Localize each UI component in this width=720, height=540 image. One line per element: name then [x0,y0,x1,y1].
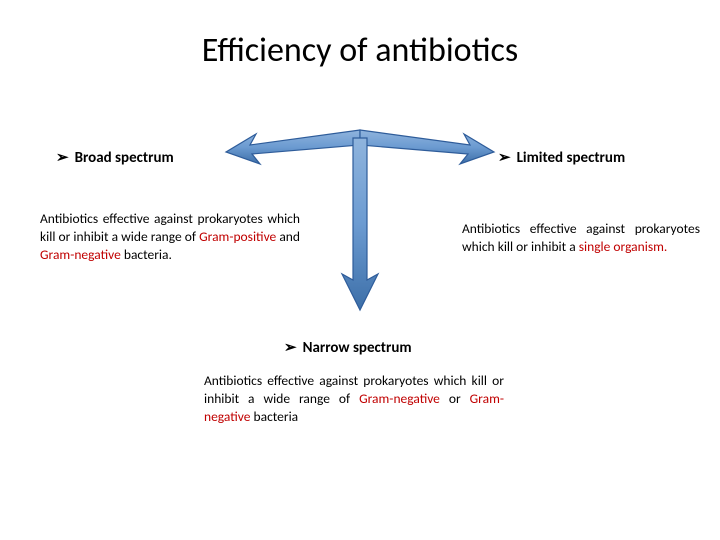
limited-label-text: Limited spectrum [517,149,626,167]
broad-spectrum-description: Antibiotics effective against prokaryote… [40,210,300,265]
arrow-right-icon [360,130,494,164]
page-title: Efficiency of antibiotics [0,30,720,71]
broad-spectrum-label: ➢ Broad spectrum [56,148,174,167]
broad-label-text: Broad spectrum [75,149,174,167]
narrow-spectrum-label: ➢ Narrow spectrum [284,338,412,357]
bullet-icon: ➢ [284,339,297,357]
bullet-icon: ➢ [498,149,511,167]
arrow-down-icon [342,138,378,310]
bullet-icon: ➢ [56,149,69,167]
narrow-spectrum-description: Antibiotics effective against prokaryote… [204,372,504,427]
limited-spectrum-description: Antibiotics effective against prokaryote… [462,220,700,256]
arrow-left-icon [226,130,360,164]
narrow-label-text: Narrow spectrum [303,339,412,357]
limited-spectrum-label: ➢ Limited spectrum [498,148,625,167]
